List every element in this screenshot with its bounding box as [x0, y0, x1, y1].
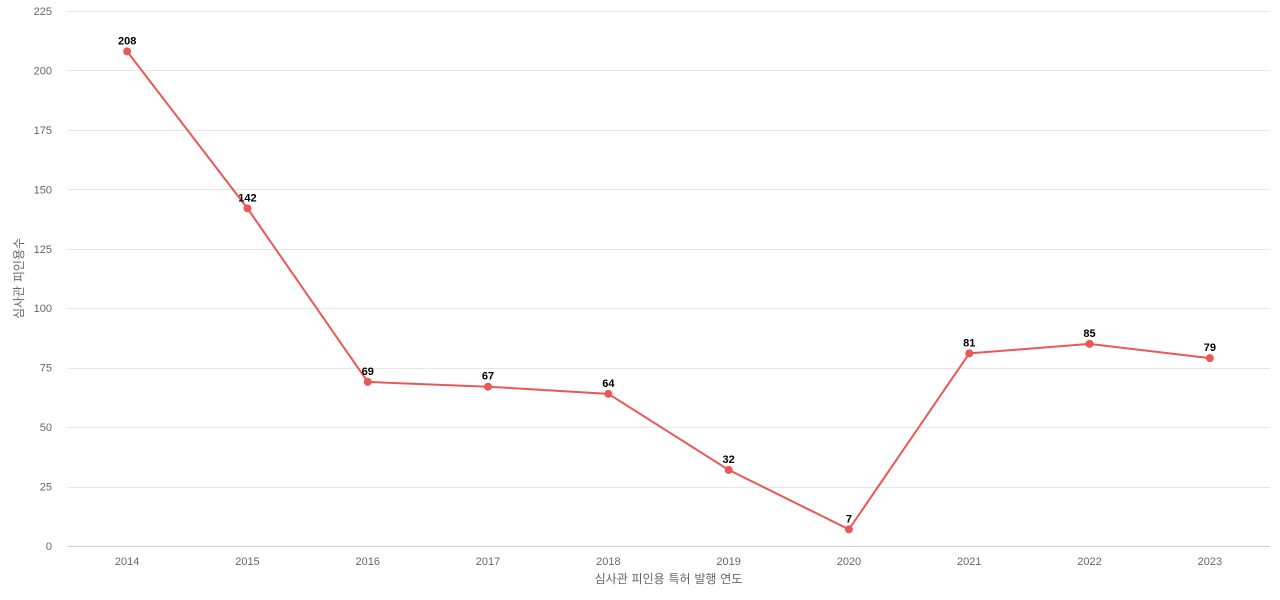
- data-labels: 208 142 69 67 64 32 7 81 85 79: [118, 35, 1216, 525]
- x-tick-label: 2015: [235, 556, 259, 568]
- y-tick-label: 200: [34, 65, 52, 77]
- y-tick-label: 75: [40, 363, 52, 375]
- x-axis-title: 심사관 피인용 특허 발행 연도: [595, 571, 743, 586]
- data-point: [484, 382, 493, 391]
- data-label: 67: [482, 371, 494, 383]
- data-point: [243, 204, 252, 213]
- y-tick-label: 0: [46, 541, 52, 553]
- data-point: [724, 465, 733, 474]
- x-tick-label: 2019: [716, 556, 740, 568]
- x-tick-label: 2023: [1198, 556, 1222, 568]
- data-points: [123, 47, 1214, 534]
- y-axis-title: 심사관 피인용수: [12, 238, 26, 319]
- x-tick-label: 2016: [356, 556, 380, 568]
- x-axis-tick-labels: 2014 2015 2016 2017 2018 2019 2020 2021 2022 2023: [115, 556, 1222, 568]
- data-point: [363, 377, 372, 386]
- x-tick-label: 2022: [1077, 556, 1101, 568]
- x-tick-label: 2020: [837, 556, 861, 568]
- y-tick-label: 225: [34, 6, 52, 18]
- data-label: 64: [602, 378, 615, 390]
- y-tick-label: 175: [34, 125, 52, 137]
- x-tick-label: 2021: [957, 556, 981, 568]
- data-label: 85: [1083, 328, 1095, 340]
- data-label: 142: [238, 192, 256, 204]
- y-tick-label: 150: [34, 184, 52, 196]
- data-label: 81: [963, 337, 975, 349]
- y-tick-label: 50: [40, 422, 52, 434]
- data-label: 208: [118, 35, 136, 47]
- data-point: [604, 389, 613, 398]
- data-label: 79: [1204, 342, 1216, 354]
- grid-lines: [67, 11, 1270, 547]
- series-line: [126, 50, 1210, 531]
- data-point: [844, 525, 853, 534]
- data-point: [1085, 339, 1094, 348]
- x-tick-label: 2017: [476, 556, 500, 568]
- data-point: [123, 47, 132, 56]
- y-axis-tick-labels: 0 25 50 75 100 125 150 175 200 225: [34, 6, 52, 553]
- y-tick-label: 100: [34, 303, 52, 315]
- y-tick-label: 125: [34, 244, 52, 256]
- data-point: [1205, 354, 1214, 363]
- data-label: 7: [846, 513, 852, 525]
- data-label: 69: [362, 366, 374, 378]
- x-tick-label: 2018: [596, 556, 620, 568]
- data-point: [965, 349, 974, 358]
- x-tick-label: 2014: [115, 556, 139, 568]
- data-label: 32: [723, 454, 735, 466]
- series-layer: [126, 50, 1210, 531]
- y-tick-label: 25: [40, 482, 52, 494]
